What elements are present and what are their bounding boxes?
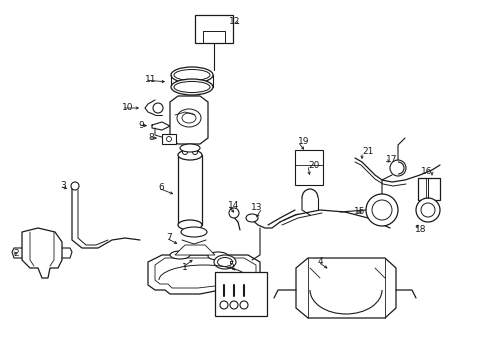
Text: 16: 16 [420, 167, 431, 176]
Ellipse shape [170, 251, 190, 259]
Text: 6: 6 [158, 184, 163, 193]
Ellipse shape [171, 79, 213, 95]
Circle shape [365, 194, 397, 226]
Ellipse shape [245, 214, 258, 222]
Bar [195, 15, 232, 43]
Circle shape [192, 149, 197, 154]
Bar [294, 150, 323, 185]
Text: 14: 14 [227, 201, 239, 210]
Ellipse shape [181, 275, 206, 285]
Ellipse shape [207, 252, 227, 260]
Circle shape [182, 149, 187, 154]
Text: 3: 3 [60, 181, 65, 190]
Ellipse shape [181, 227, 206, 237]
Polygon shape [175, 245, 215, 255]
Text: 5: 5 [227, 261, 233, 270]
Polygon shape [170, 96, 207, 144]
Text: 15: 15 [353, 207, 365, 216]
Ellipse shape [174, 81, 209, 93]
Circle shape [228, 208, 239, 218]
Polygon shape [22, 228, 62, 278]
Text: 12: 12 [228, 18, 240, 27]
Text: 2: 2 [13, 248, 19, 257]
Circle shape [371, 200, 391, 220]
Ellipse shape [180, 144, 200, 152]
Text: 19: 19 [297, 138, 309, 147]
Text: 10: 10 [122, 104, 133, 112]
Text: 4: 4 [317, 257, 323, 266]
Circle shape [153, 103, 163, 113]
Circle shape [415, 198, 439, 222]
Text: 8: 8 [148, 134, 153, 143]
Bar [417, 178, 439, 200]
Ellipse shape [171, 67, 213, 83]
Circle shape [229, 301, 238, 309]
Polygon shape [295, 258, 395, 318]
Text: 1: 1 [182, 264, 187, 273]
Circle shape [220, 301, 227, 309]
Text: 9: 9 [138, 121, 143, 130]
Circle shape [389, 160, 405, 176]
Text: 13: 13 [250, 203, 262, 212]
Circle shape [166, 136, 171, 141]
Polygon shape [155, 258, 256, 288]
Text: 17: 17 [385, 156, 397, 165]
Ellipse shape [214, 255, 236, 269]
Ellipse shape [178, 220, 202, 230]
Text: 7: 7 [165, 234, 171, 243]
Text: 11: 11 [145, 76, 156, 85]
Circle shape [420, 203, 434, 217]
Ellipse shape [182, 113, 196, 123]
Polygon shape [148, 255, 260, 294]
Ellipse shape [174, 69, 209, 81]
Ellipse shape [178, 150, 202, 160]
Bar [162, 134, 176, 144]
Text: 21: 21 [361, 148, 373, 157]
Ellipse shape [177, 109, 201, 127]
Circle shape [240, 301, 247, 309]
Circle shape [71, 182, 79, 190]
Text: 18: 18 [414, 225, 426, 234]
Text: 20: 20 [307, 161, 319, 170]
Ellipse shape [217, 257, 232, 266]
Bar [215, 272, 266, 316]
